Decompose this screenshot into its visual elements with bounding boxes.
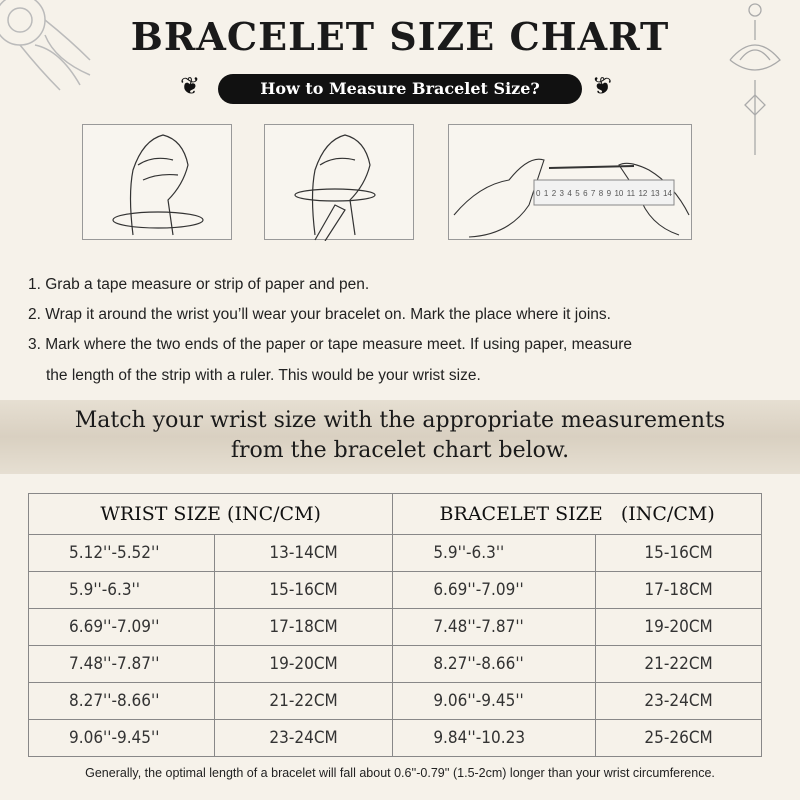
header-wrist-size: WRIST SIZE (INC/CM) [27, 493, 394, 535]
ruler-number: 2 [551, 189, 557, 198]
ruler-number: 1 [543, 189, 549, 198]
table-row: 5.9''-6.3'' 15-16CM 6.69''-7.09'' 17-18CM [28, 571, 762, 609]
bracelet-inch: 7.48''-7.87'' [392, 608, 597, 646]
ruler-number: 4 [567, 189, 572, 198]
wrist-cm: 21-22CM [213, 682, 394, 720]
table-row: 5.12''-5.52'' 13-14CM 5.9''-6.3'' 15-16CM [28, 534, 762, 572]
wrist-inch: 9.06''-9.45'' [28, 719, 215, 757]
wrist-cm: 19-20CM [213, 645, 394, 683]
wrist-inch: 8.27''-8.66'' [28, 682, 215, 720]
ruler-scale: 0 1 2 3 4 5 6 7 8 9 10 11 12 13 14 [536, 189, 672, 198]
bracelet-cm: 21-22CM [595, 645, 762, 683]
illustration-hand-fist [82, 124, 232, 240]
hand-fist-icon [112, 134, 204, 236]
table-header-row: WRIST SIZE (INC/CM) BRACELET SIZE (INC/CM… [27, 493, 762, 535]
page-title: BRACELET SIZE CHART [130, 14, 670, 59]
bracelet-cm: 25-26CM [595, 719, 762, 757]
subtitle-pill: How to Measure Bracelet Size? [218, 74, 582, 104]
illustration-ruler-measure: 0 1 2 3 4 5 6 7 8 9 10 11 12 13 14 [448, 124, 692, 240]
bracelet-inch: 5.9''-6.3'' [392, 534, 597, 572]
ruler-number: 3 [559, 189, 564, 198]
bracelet-inch: 6.69''-7.09'' [392, 571, 597, 609]
hand-marker-icon [294, 134, 376, 242]
step-3: 3. Mark where the two ends of the paper … [28, 336, 632, 353]
bracelet-cm: 17-18CM [595, 571, 762, 609]
band-line-1: Match your wrist size with the appropria… [74, 408, 726, 433]
ruler-number: 11 [626, 189, 636, 198]
ruler-number: 0 [536, 189, 541, 198]
lotus-ornament-icon [729, 3, 781, 155]
bracelet-cm: 23-24CM [595, 682, 762, 720]
wrist-cm: 15-16CM [213, 571, 394, 609]
table-row: 6.69''-7.09'' 17-18CM 7.48''-7.87'' 19-20CM [28, 608, 762, 646]
ruler-number: 9 [606, 189, 612, 198]
mandala-ornament-icon [0, 0, 91, 91]
ruler-number: 5 [575, 189, 580, 198]
ruler-hands-icon [453, 158, 690, 238]
ruler-number: 7 [590, 189, 596, 198]
bracelet-inch: 9.84''-10.23 [392, 719, 597, 757]
ruler-number: 6 [583, 189, 588, 198]
wrist-inch: 7.48''-7.87'' [28, 645, 215, 683]
ruler-number: 8 [598, 189, 604, 198]
footnote: Generally, the optimal length of a brace… [85, 766, 715, 780]
swirl-right-icon: ❦ [592, 73, 613, 100]
step-2: 2. Wrap it around the wrist you’ll wear … [28, 306, 611, 323]
wrist-cm: 23-24CM [213, 719, 394, 757]
ruler-number: 12 [638, 189, 648, 198]
header-bracelet-size: BRACELET SIZE (INC/CM) [392, 493, 762, 535]
table-row: 8.27''-8.66'' 21-22CM 9.06''-9.45'' 23-24CM [28, 682, 762, 720]
wrist-inch: 6.69''-7.09'' [28, 608, 215, 646]
illustration-hand-marker [264, 124, 414, 242]
ruler-number: 13 [650, 189, 660, 198]
wrist-cm: 17-18CM [213, 608, 394, 646]
band-line-2: from the bracelet chart below. [230, 438, 570, 463]
bracelet-cm: 19-20CM [595, 608, 762, 646]
wrist-inch: 5.12''-5.52'' [28, 534, 215, 572]
bracelet-inch: 8.27''-8.66'' [392, 645, 597, 683]
ruler-number: 14 [663, 189, 672, 198]
ruler-number: 10 [614, 189, 624, 198]
size-chart-table: WRIST SIZE (INC/CM) BRACELET SIZE (INC/CM… [27, 493, 762, 757]
wrist-inch: 5.9''-6.3'' [28, 571, 215, 609]
step-3-continued: the length of the strip with a ruler. Th… [46, 367, 481, 384]
bracelet-cm: 15-16CM [595, 534, 762, 572]
step-1: 1. Grab a tape measure or strip of paper… [28, 276, 370, 293]
table-row: 7.48''-7.87'' 19-20CM 8.27''-8.66'' 21-22CM [28, 645, 762, 683]
table-row: 9.06''-9.45'' 23-24CM 9.84''-10.23 25-26CM [28, 719, 762, 757]
wrist-cm: 13-14CM [213, 534, 394, 572]
bracelet-inch: 9.06''-9.45'' [392, 682, 597, 720]
swirl-left-icon: ❦ [180, 73, 201, 100]
instruction-band [0, 400, 800, 474]
